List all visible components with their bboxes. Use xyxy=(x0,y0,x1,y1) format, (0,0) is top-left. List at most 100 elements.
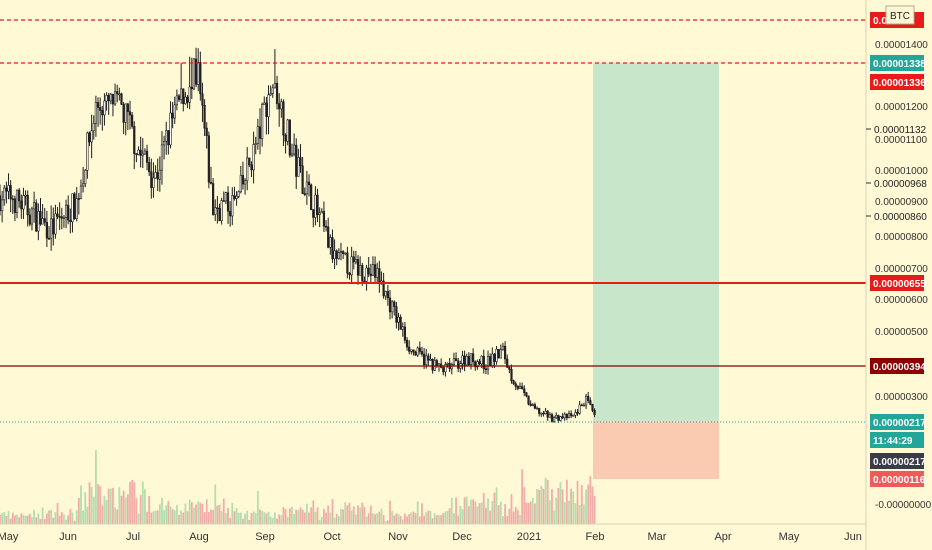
volume-bar xyxy=(344,502,347,524)
volume-bar xyxy=(333,517,336,524)
volume-bar xyxy=(0,514,1,524)
candle-body xyxy=(303,193,306,195)
volume-bar xyxy=(418,516,421,524)
candle-body xyxy=(267,94,270,117)
volume-bar xyxy=(229,518,232,524)
volume-bar xyxy=(150,512,153,524)
candle-body xyxy=(69,219,72,223)
price-label-text: 0.00000968 xyxy=(874,179,927,190)
price-label-text: 0.00001336 xyxy=(873,78,926,89)
volume-bar xyxy=(144,489,146,524)
candle-body xyxy=(567,413,571,418)
y-tick-label: 0.00001100 xyxy=(875,135,928,146)
volume-bar xyxy=(461,509,464,524)
candle-body xyxy=(118,93,121,96)
volume-bar xyxy=(314,511,317,524)
volume-bar xyxy=(26,515,29,524)
candle-body xyxy=(365,267,368,282)
volume-bar xyxy=(278,514,281,524)
price-label-text: 0.00000655 xyxy=(873,279,926,290)
candle-body xyxy=(71,193,74,223)
price-label-text: 0.00000394 xyxy=(873,362,926,373)
candle-body xyxy=(523,388,526,394)
volume-bar xyxy=(340,508,342,524)
volume-bar xyxy=(80,485,82,524)
candle-body xyxy=(41,218,44,225)
candle-body xyxy=(101,110,104,116)
volume-bar xyxy=(60,512,63,524)
loss-zone xyxy=(593,422,719,479)
x-tick-label: Sep xyxy=(255,531,275,543)
volume-bar xyxy=(397,514,400,524)
volume-bar xyxy=(444,511,447,524)
candle-body xyxy=(352,256,355,263)
volume-bar xyxy=(495,487,498,524)
candle-body xyxy=(337,252,340,259)
volume-bar xyxy=(551,489,553,524)
volume-bar xyxy=(171,509,174,524)
volume-bar xyxy=(201,503,204,524)
volume-bar xyxy=(267,511,270,524)
volume-bar xyxy=(131,480,134,524)
candle-body xyxy=(75,198,78,219)
volume-bar xyxy=(574,503,577,524)
candle-body xyxy=(354,259,358,263)
candle-body xyxy=(474,361,477,368)
candle-body xyxy=(527,395,530,405)
volume-bar xyxy=(188,499,191,524)
volume-bar xyxy=(116,509,119,524)
horizontal-levels[interactable] xyxy=(0,19,866,423)
volume-bar xyxy=(525,502,528,524)
candle-body xyxy=(559,416,562,421)
candle-body xyxy=(344,252,347,255)
volume-bar xyxy=(112,487,114,524)
candle-body xyxy=(356,259,360,276)
volume-bar xyxy=(384,521,387,524)
candle-body xyxy=(50,218,53,239)
volume-bar xyxy=(465,496,468,524)
volume-bar xyxy=(401,519,404,524)
candle-body xyxy=(469,353,473,365)
volume-bar xyxy=(348,502,351,524)
candle-body xyxy=(476,361,479,368)
price-axis[interactable]: 0.00001400 0.00001200 0.00001100 0.00001000… xyxy=(875,40,932,511)
price-label-bg xyxy=(870,471,924,487)
candle-body xyxy=(503,345,507,360)
candle-body xyxy=(495,348,498,362)
volume-bar xyxy=(18,517,21,524)
volume-bar xyxy=(178,514,180,524)
volume-bar xyxy=(65,519,67,524)
volume-bar xyxy=(534,503,536,524)
volume-bar xyxy=(544,477,547,524)
volume-bar xyxy=(118,487,121,524)
volume-bar xyxy=(282,507,285,524)
candle-body xyxy=(22,195,25,210)
candle-body xyxy=(361,265,364,282)
candle-body xyxy=(37,211,40,232)
candle-body xyxy=(561,416,564,419)
candle-body xyxy=(284,134,287,142)
candle-body xyxy=(501,345,505,350)
time-axis[interactable]: May Jun Jul Aug Sep Oct Nov Dec 2021 Feb Mar Apr May… xyxy=(0,531,862,543)
volume-bar xyxy=(271,518,274,524)
candle-body xyxy=(529,403,532,406)
y-tick-label: 0.00000900 xyxy=(875,197,928,208)
candle-body xyxy=(141,153,144,156)
volume-bar xyxy=(572,491,575,524)
candle-body xyxy=(173,104,176,119)
candle-body xyxy=(122,104,125,123)
volume-bar xyxy=(163,510,165,524)
candle-body xyxy=(231,195,234,217)
volume-bar xyxy=(423,515,425,524)
price-labels: 0.0000150.000013380.000013360.000011320.… xyxy=(866,12,927,487)
candle-body xyxy=(199,61,202,95)
long-position-tool[interactable] xyxy=(593,63,719,479)
candle-body xyxy=(324,225,328,228)
candle-body xyxy=(120,93,123,105)
volume-bar xyxy=(195,504,197,524)
candle-body xyxy=(290,153,294,156)
candle-body xyxy=(182,88,185,105)
volume-bar xyxy=(205,499,208,524)
volume-bar xyxy=(489,510,492,524)
